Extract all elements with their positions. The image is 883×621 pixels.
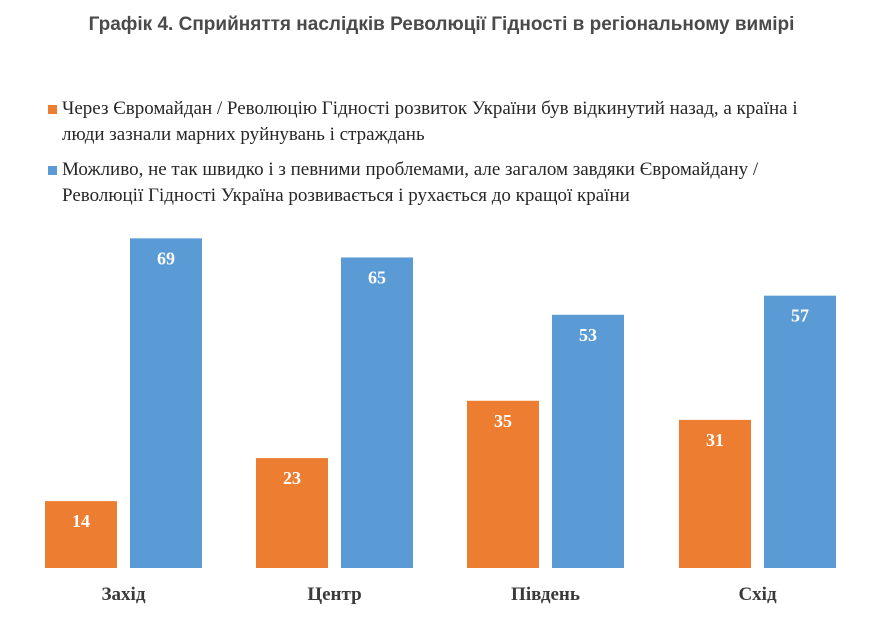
legend: Через Євромайдан / Революцію Гідності ро… — [48, 96, 838, 218]
data-label-negative-1: 14 — [72, 511, 90, 531]
data-label-positive-3: 53 — [579, 325, 597, 345]
legend-marker-blue — [48, 166, 57, 175]
data-label-negative-4: 31 — [706, 430, 724, 450]
bar-negative-2 — [256, 458, 328, 568]
chart-title: Графік 4. Сприйняття наслідків Революції… — [88, 14, 795, 35]
bar-negative-1 — [45, 501, 117, 568]
legend-marker-orange — [48, 105, 57, 114]
data-label-positive-2: 65 — [368, 267, 386, 287]
bar-positive-2 — [341, 257, 413, 568]
category-label-2: Центр — [307, 584, 361, 605]
data-label-negative-3: 35 — [494, 411, 512, 431]
bar-negative-3 — [467, 400, 539, 568]
bar-positive-1 — [130, 238, 202, 569]
bar-negative-4 — [679, 419, 751, 568]
legend-label-positive: Можливо, не так швидко і з певними пробл… — [62, 159, 759, 206]
category-label-4: Схід — [738, 584, 777, 605]
bar-positive-4 — [764, 295, 836, 568]
bar-positive-3 — [552, 314, 624, 568]
legend-label-negative: Через Євромайдан / Революцію Гідності ро… — [62, 98, 798, 145]
data-label-negative-2: 23 — [283, 468, 301, 488]
category-label-1: Захід — [102, 584, 146, 605]
legend-item-positive: Можливо, не так швидко і з певними пробл… — [48, 157, 838, 209]
data-label-positive-4: 57 — [791, 306, 809, 326]
category-label-3: Південь — [511, 584, 580, 605]
legend-item-negative: Через Євромайдан / Революцію Гідності ро… — [48, 96, 838, 148]
data-label-positive-1: 69 — [157, 248, 175, 268]
